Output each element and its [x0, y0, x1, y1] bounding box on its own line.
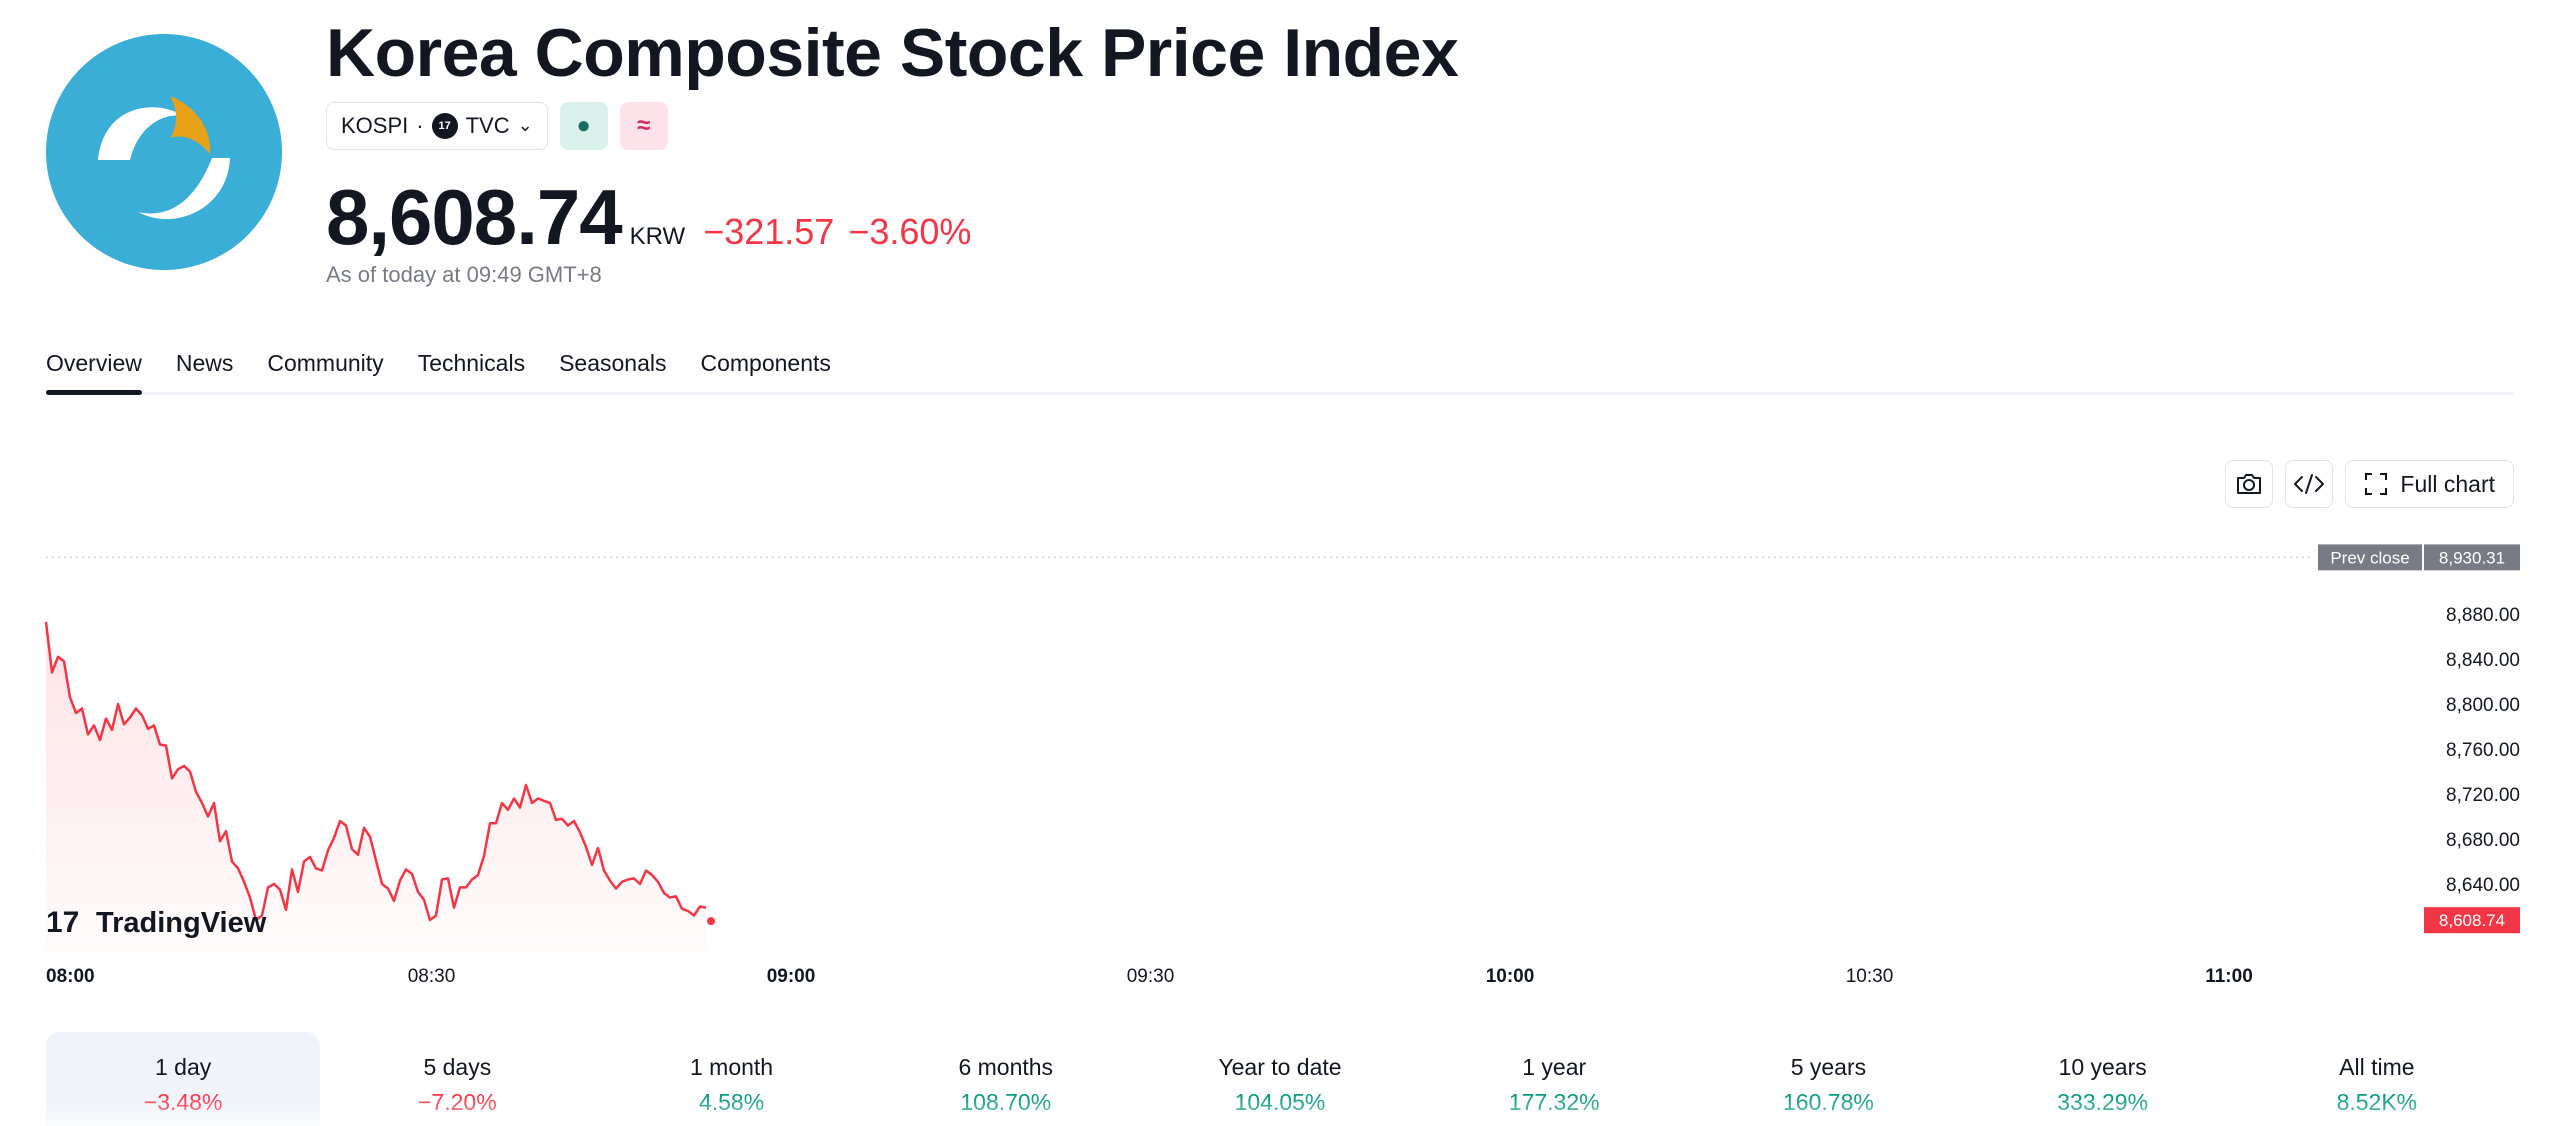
last-price-point	[707, 917, 715, 926]
period-label: 5 years	[1790, 1054, 1867, 1080]
camera-icon	[2237, 474, 2262, 494]
tradingview-badge-icon: 17	[431, 113, 458, 139]
period-label: 6 months	[958, 1054, 1054, 1080]
period-label: 5 days	[423, 1054, 492, 1080]
tab-news[interactable]: News	[175, 350, 234, 376]
period-5-years[interactable]: 5 years 160.78%	[1691, 1032, 1965, 1126]
y-tick-label: 8,640.00	[2446, 875, 2520, 896]
period-label: Year to date	[1218, 1054, 1342, 1080]
snapshot-button[interactable]	[2225, 460, 2274, 508]
period-1-year[interactable]: 1 year 177.32%	[1417, 1032, 1691, 1126]
tab-seasonals[interactable]: Seasonals	[559, 350, 667, 376]
embed-button[interactable]	[2285, 460, 2334, 508]
period-5-days[interactable]: 5 days −7.20%	[320, 1032, 594, 1126]
x-tick-label: 09:30	[1127, 966, 1175, 987]
period-change-value: −7.20%	[418, 1089, 497, 1115]
chevron-down-icon: ⌄	[517, 114, 533, 135]
last-price-label: 8,608.74	[2439, 911, 2505, 930]
y-tick-label: 8,800.00	[2446, 695, 2520, 716]
period-label: 10 years	[2058, 1054, 2147, 1080]
currency-label: KRW	[629, 223, 686, 250]
period-change-value: 4.58%	[698, 1089, 765, 1115]
logo-mark-icon	[98, 96, 230, 220]
x-tick-label: 08:30	[408, 966, 456, 987]
price-line	[44, 621, 707, 922]
performance-periods: 1 day −3.48% 5 days −7.20% 1 month 4.58% 6 mon…	[46, 1032, 2514, 1126]
x-tick-label: 09:00	[767, 966, 816, 987]
x-tick-label: 10:00	[1486, 966, 1535, 987]
period-1-month[interactable]: 1 month 4.58%	[594, 1032, 868, 1126]
y-tick-label: 8,840.00	[2446, 650, 2520, 671]
symbol-tags: KOSPI · 17 TVC ⌄ ● ≈	[326, 102, 668, 150]
period-change-value: 8.52K%	[2336, 1089, 2418, 1115]
period-change-value: 177.32%	[1508, 1089, 1600, 1115]
y-tick-label: 8,760.00	[2446, 740, 2520, 761]
tab-technicals[interactable]: Technicals	[417, 350, 526, 376]
tab-overview[interactable]: Overview	[46, 350, 142, 395]
quote-timestamp: As of today at 09:49 GMT+8	[326, 262, 602, 287]
section-tabs: Overview News Community Technicals Seaso…	[46, 350, 2514, 395]
period-label: 1 month	[689, 1054, 774, 1080]
symbol-separator: ·	[416, 113, 424, 138]
tab-community[interactable]: Community	[267, 350, 384, 376]
exchange-label: TVC	[465, 113, 510, 138]
period-change-value: 104.05%	[1234, 1089, 1326, 1115]
period-change-value: 108.70%	[960, 1089, 1052, 1115]
period-1-day[interactable]: 1 day −3.48%	[46, 1032, 321, 1126]
fullscreen-icon	[2365, 473, 2388, 495]
realtime-data-icon[interactable]: ≈	[619, 102, 668, 150]
prev-close-value-tag	[2424, 544, 2520, 571]
tab-components[interactable]: Components	[700, 350, 831, 376]
x-tick-label: 10:30	[1846, 966, 1894, 987]
full-chart-label: Full chart	[2400, 470, 2495, 497]
y-tick-label: 8,720.00	[2446, 785, 2520, 806]
quote-row: 8,608.74 KRW −321.57 −3.60%	[326, 172, 985, 263]
last-price-tag	[2424, 907, 2520, 934]
tradingview-logo-icon: 17	[46, 906, 79, 939]
price-change: −321.57	[703, 211, 835, 252]
y-tick-label: 8,680.00	[2446, 830, 2520, 851]
tradingview-watermark: 17 TradingView	[46, 906, 267, 939]
period-change-value: 333.29%	[2057, 1089, 2149, 1115]
last-price: 8,608.74	[326, 173, 623, 261]
x-tick-label: 08:00	[46, 966, 95, 987]
kospi-logo	[46, 34, 282, 270]
period-label: 1 day	[154, 1054, 212, 1080]
chart-toolbar: Full chart	[2225, 460, 2514, 508]
market-open-status-icon[interactable]: ●	[559, 102, 608, 150]
symbol-label: KOSPI	[341, 113, 409, 138]
prev-close-label: Prev close	[2330, 548, 2409, 567]
period-year-to-date[interactable]: Year to date 104.05%	[1143, 1032, 1417, 1126]
prev-close-value: 8,930.31	[2439, 548, 2505, 567]
period-change-value: −3.48%	[143, 1089, 223, 1115]
y-tick-label: 8,880.00	[2446, 605, 2520, 626]
page-title: Korea Composite Stock Price Index	[326, 15, 1459, 91]
period-change-value: 160.78%	[1783, 1089, 1874, 1115]
x-tick-label: 11:00	[2205, 966, 2253, 987]
watermark-text: TradingView	[96, 907, 267, 939]
code-icon	[2294, 474, 2325, 494]
period-6-months[interactable]: 6 months 108.70%	[869, 1032, 1143, 1126]
period-label: 1 year	[1522, 1054, 1587, 1080]
period-10-years[interactable]: 10 years 333.29%	[1966, 1032, 2240, 1126]
price-area-fill	[46, 621, 706, 950]
period-label: All time	[2339, 1054, 2415, 1080]
full-chart-button[interactable]: Full chart	[2345, 460, 2514, 508]
symbol-exchange-selector[interactable]: KOSPI · 17 TVC ⌄	[326, 102, 548, 150]
period-all-time[interactable]: All time 8.52K%	[2240, 1032, 2514, 1126]
prev-close-tag	[2318, 544, 2422, 571]
price-change-percent: −3.60%	[848, 211, 972, 252]
